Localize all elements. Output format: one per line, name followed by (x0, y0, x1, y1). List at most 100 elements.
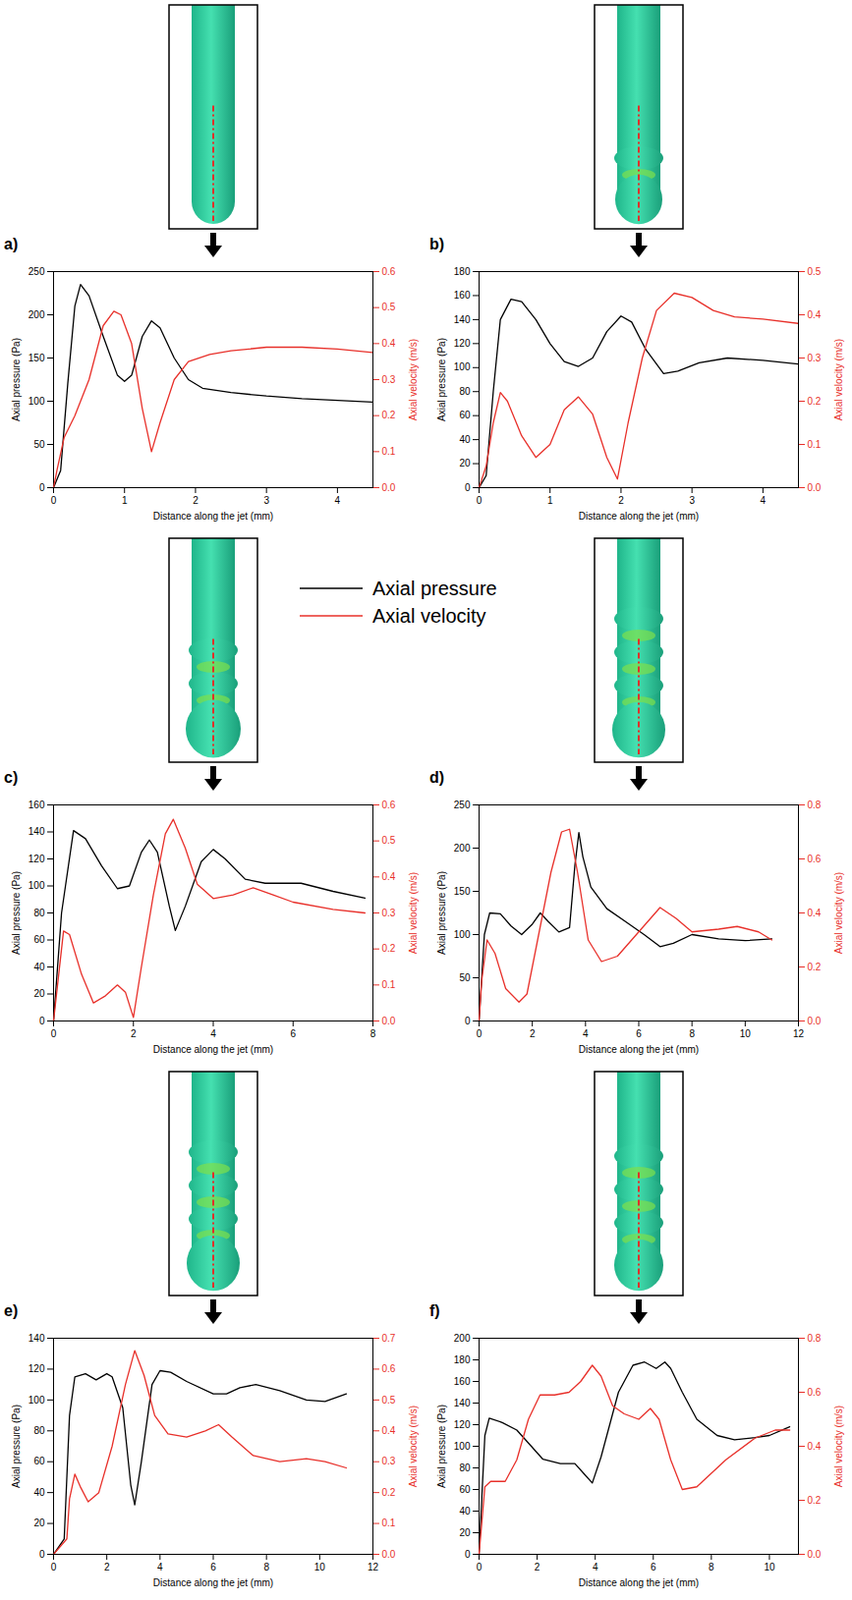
svg-text:160: 160 (28, 799, 46, 811)
svg-text:0.1: 0.1 (807, 439, 822, 451)
svg-text:0.3: 0.3 (382, 374, 397, 386)
svg-text:0.2: 0.2 (382, 409, 397, 421)
svg-text:80: 80 (33, 908, 46, 919)
svg-text:0.4: 0.4 (382, 1425, 397, 1437)
svg-text:6: 6 (635, 1028, 642, 1040)
svg-text:2: 2 (104, 1562, 111, 1574)
svg-text:0.2: 0.2 (807, 962, 822, 973)
svg-text:Axial pressure (Pa): Axial pressure (Pa) (10, 1405, 22, 1489)
svg-text:20: 20 (458, 1528, 471, 1539)
svg-text:0.8: 0.8 (807, 1333, 822, 1345)
svg-text:Distance along the jet (mm): Distance along the jet (mm) (153, 511, 274, 522)
svg-text:10: 10 (763, 1562, 776, 1574)
svg-text:120: 120 (454, 1420, 471, 1431)
svg-text:0: 0 (476, 1562, 483, 1574)
svg-text:0.5: 0.5 (382, 1395, 397, 1407)
svg-text:2: 2 (529, 1028, 536, 1040)
svg-text:50: 50 (458, 972, 471, 984)
svg-text:0.2: 0.2 (382, 1487, 397, 1499)
svg-text:0.5: 0.5 (807, 266, 822, 278)
svg-text:140: 140 (454, 314, 471, 326)
svg-text:0.2: 0.2 (807, 1495, 822, 1507)
svg-text:150: 150 (454, 886, 471, 898)
svg-text:8: 8 (370, 1028, 377, 1040)
svg-text:10: 10 (739, 1028, 752, 1040)
svg-text:Distance along the jet (mm): Distance along the jet (mm) (153, 1044, 274, 1056)
svg-text:0.4: 0.4 (382, 871, 397, 883)
svg-text:100: 100 (454, 929, 471, 941)
svg-text:60: 60 (458, 1484, 471, 1496)
svg-text:0.0: 0.0 (807, 1549, 822, 1561)
svg-text:20: 20 (458, 457, 471, 469)
svg-text:8: 8 (688, 1028, 695, 1040)
svg-text:0.4: 0.4 (807, 1441, 822, 1453)
svg-text:0: 0 (476, 1028, 483, 1040)
svg-text:Axial velocity (m/s): Axial velocity (m/s) (833, 1406, 845, 1488)
svg-text:Axial velocity (m/s): Axial velocity (m/s) (407, 1406, 419, 1488)
svg-text:Axial velocity (m/s): Axial velocity (m/s) (407, 872, 419, 955)
svg-text:4: 4 (592, 1562, 599, 1574)
svg-text:0.6: 0.6 (382, 799, 397, 811)
svg-text:0.6: 0.6 (382, 1363, 397, 1375)
svg-text:40: 40 (33, 1487, 46, 1499)
svg-text:1: 1 (547, 495, 554, 507)
svg-text:40: 40 (458, 1506, 471, 1518)
svg-text:100: 100 (454, 1441, 471, 1453)
svg-text:100: 100 (454, 361, 471, 373)
svg-text:20: 20 (33, 988, 46, 1000)
svg-text:0.6: 0.6 (382, 266, 397, 278)
svg-text:0.4: 0.4 (382, 338, 397, 349)
svg-text:200: 200 (454, 843, 471, 854)
svg-text:100: 100 (28, 1395, 46, 1407)
svg-text:0.0: 0.0 (807, 1016, 822, 1027)
svg-text:0: 0 (464, 1549, 471, 1561)
svg-text:80: 80 (458, 1463, 471, 1475)
svg-text:4: 4 (157, 1562, 164, 1574)
svg-text:100: 100 (28, 880, 46, 892)
svg-text:0.3: 0.3 (807, 352, 822, 364)
svg-text:0.0: 0.0 (382, 1016, 397, 1027)
svg-text:4: 4 (760, 495, 767, 507)
svg-text:0.4: 0.4 (807, 908, 822, 919)
svg-text:3: 3 (263, 495, 270, 507)
svg-text:0: 0 (39, 1016, 46, 1027)
svg-text:2: 2 (534, 1562, 541, 1574)
svg-text:0.4: 0.4 (807, 309, 822, 321)
svg-text:Axial velocity (m/s): Axial velocity (m/s) (407, 339, 419, 421)
svg-text:60: 60 (33, 1456, 46, 1468)
svg-text:12: 12 (793, 1028, 805, 1040)
svg-text:140: 140 (454, 1398, 471, 1410)
svg-text:160: 160 (454, 289, 471, 301)
svg-text:160: 160 (454, 1376, 471, 1388)
svg-text:0.3: 0.3 (382, 1456, 397, 1468)
svg-text:60: 60 (458, 409, 471, 421)
svg-text:4: 4 (210, 1028, 217, 1040)
svg-text:2: 2 (192, 495, 199, 507)
svg-text:0: 0 (39, 1549, 46, 1561)
svg-text:0.0: 0.0 (807, 482, 822, 494)
svg-text:140: 140 (28, 1333, 46, 1345)
svg-text:6: 6 (289, 1028, 296, 1040)
svg-text:10: 10 (314, 1562, 327, 1574)
svg-text:Distance along the jet (mm): Distance along the jet (mm) (153, 1578, 274, 1590)
svg-text:0.1: 0.1 (382, 446, 397, 457)
svg-text:0: 0 (51, 495, 57, 507)
svg-text:40: 40 (33, 962, 46, 973)
svg-text:200: 200 (454, 1333, 471, 1345)
svg-text:Axial velocity (m/s): Axial velocity (m/s) (833, 339, 845, 421)
svg-text:Axial pressure (Pa): Axial pressure (Pa) (436, 1405, 448, 1489)
svg-text:0: 0 (464, 482, 471, 494)
svg-text:0: 0 (51, 1562, 57, 1574)
svg-text:1: 1 (121, 495, 128, 507)
svg-text:4: 4 (582, 1028, 589, 1040)
svg-text:2: 2 (130, 1028, 137, 1040)
svg-text:120: 120 (28, 853, 46, 865)
svg-text:0.0: 0.0 (382, 1549, 397, 1561)
svg-text:Distance along the jet (mm): Distance along the jet (mm) (578, 511, 699, 522)
svg-text:100: 100 (28, 396, 46, 407)
svg-text:60: 60 (33, 934, 46, 946)
svg-text:Axial pressure (Pa): Axial pressure (Pa) (436, 338, 448, 422)
svg-text:Axial pressure (Pa): Axial pressure (Pa) (436, 871, 448, 956)
svg-text:Axial velocity (m/s): Axial velocity (m/s) (833, 872, 845, 955)
svg-text:50: 50 (33, 439, 46, 451)
